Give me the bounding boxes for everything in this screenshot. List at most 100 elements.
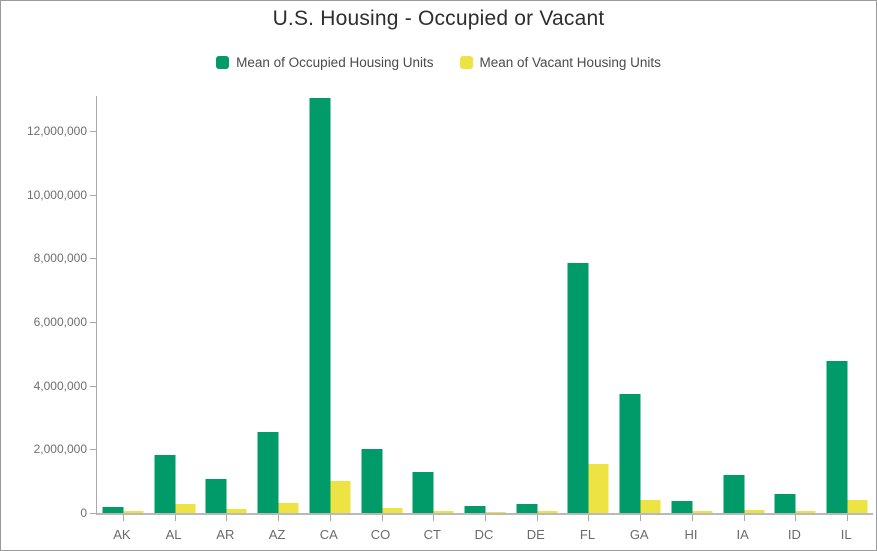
bar-occupied-az[interactable] bbox=[257, 432, 279, 513]
category-slot-id bbox=[770, 96, 822, 521]
x-tick-label: IA bbox=[736, 527, 749, 542]
category-slot-ar bbox=[200, 96, 252, 521]
x-tick bbox=[847, 515, 849, 521]
bar-occupied-de[interactable] bbox=[516, 504, 538, 513]
bar-vacant-hi[interactable] bbox=[692, 511, 713, 513]
x-tick-label: CO bbox=[370, 527, 391, 542]
bar-occupied-ct[interactable] bbox=[412, 471, 434, 513]
x-tick-label: FL bbox=[579, 527, 596, 542]
x-tick bbox=[795, 515, 797, 521]
category-slot-ga bbox=[614, 96, 666, 521]
bar-vacant-ga[interactable] bbox=[640, 500, 661, 513]
x-tick bbox=[381, 515, 383, 521]
x-tick bbox=[329, 515, 331, 521]
bar-occupied-ak[interactable] bbox=[102, 507, 124, 513]
x-tick bbox=[226, 515, 228, 521]
legend-swatch-vacant-icon bbox=[459, 56, 473, 69]
bar-pair bbox=[412, 471, 454, 513]
x-tick bbox=[433, 515, 435, 521]
bar-pair bbox=[205, 479, 247, 513]
category-slot-fl bbox=[563, 96, 615, 521]
category-slot-az bbox=[252, 96, 304, 521]
bar-vacant-dc[interactable] bbox=[485, 512, 506, 513]
bar-pair bbox=[464, 506, 506, 513]
x-tick-label: AL bbox=[165, 527, 182, 542]
plot-area bbox=[96, 96, 873, 521]
x-tick-label: IL bbox=[840, 527, 852, 542]
category-slot-il bbox=[821, 96, 873, 521]
legend-item-occupied[interactable]: Mean of Occupied Housing Units bbox=[216, 55, 434, 70]
bar-occupied-dc[interactable] bbox=[464, 506, 486, 513]
bar-pair bbox=[102, 507, 144, 513]
category-slot-co bbox=[356, 96, 408, 521]
x-tick bbox=[743, 515, 745, 521]
bar-occupied-fl[interactable] bbox=[567, 262, 589, 513]
bar-occupied-ca[interactable] bbox=[309, 97, 331, 513]
category-slot-ca bbox=[304, 96, 356, 521]
bar-occupied-ar[interactable] bbox=[205, 479, 227, 513]
bar-vacant-ct[interactable] bbox=[433, 510, 454, 513]
bar-occupied-id[interactable] bbox=[774, 493, 796, 513]
bar-occupied-il[interactable] bbox=[826, 360, 848, 513]
x-tick-label: CT bbox=[423, 527, 441, 542]
category-slot-al bbox=[149, 96, 201, 521]
y-tick-label: 4,000,000 bbox=[33, 378, 87, 393]
y-tick bbox=[90, 322, 96, 323]
x-tick-label: DC bbox=[474, 527, 494, 542]
bar-occupied-co[interactable] bbox=[361, 448, 383, 513]
x-tick-label: HI bbox=[684, 527, 698, 542]
bar-pair bbox=[567, 262, 609, 513]
bar-vacant-az[interactable] bbox=[278, 503, 299, 513]
x-tick bbox=[122, 515, 124, 521]
bar-pair bbox=[257, 432, 299, 513]
bar-vacant-ak[interactable] bbox=[123, 511, 144, 513]
category-slot-dc bbox=[459, 96, 511, 521]
bar-vacant-ca[interactable] bbox=[330, 480, 351, 513]
bar-occupied-al[interactable] bbox=[154, 455, 176, 513]
chart-title: U.S. Housing - Occupied or Vacant bbox=[272, 7, 605, 30]
bar-vacant-ia[interactable] bbox=[744, 509, 765, 513]
legend-label-occupied: Mean of Occupied Housing Units bbox=[236, 55, 434, 70]
bar-vacant-de[interactable] bbox=[537, 511, 558, 513]
x-tick-label: AK bbox=[113, 527, 131, 542]
x-axis-labels: AK AL AR AZ CA CO CT DC DE FL GA HI IA ID IL bbox=[96, 527, 872, 542]
y-tick-label: 6,000,000 bbox=[33, 315, 87, 329]
x-tick bbox=[485, 515, 486, 521]
bar-vacant-id[interactable] bbox=[795, 511, 816, 513]
category-slot-ia bbox=[718, 96, 770, 521]
bar-vacant-ar[interactable] bbox=[226, 509, 247, 513]
y-tick bbox=[90, 258, 96, 260]
bar-vacant-fl[interactable] bbox=[588, 464, 609, 513]
bar-pair bbox=[361, 448, 403, 513]
x-tick-label: AR bbox=[216, 527, 235, 542]
bar-occupied-hi[interactable] bbox=[671, 500, 693, 513]
y-tick-label: 8,000,000 bbox=[33, 251, 87, 266]
bar-vacant-il[interactable] bbox=[847, 500, 868, 513]
bar-occupied-ga[interactable] bbox=[619, 393, 641, 513]
legend-label-vacant: Mean of Vacant Housing Units bbox=[479, 55, 661, 70]
category-slot-hi bbox=[666, 96, 718, 521]
bar-vacant-co[interactable] bbox=[382, 507, 403, 513]
bar-vacant-al[interactable] bbox=[175, 503, 196, 513]
x-tick-label: ID bbox=[787, 527, 801, 542]
y-tick-label: 12,000,000 bbox=[26, 124, 87, 138]
bar-pair bbox=[774, 493, 816, 513]
bar-pair bbox=[309, 97, 351, 513]
bar-pair bbox=[619, 393, 661, 513]
x-tick bbox=[640, 515, 642, 521]
bar-pair bbox=[154, 455, 196, 513]
bar-occupied-ia[interactable] bbox=[723, 474, 745, 513]
bar-pair bbox=[723, 474, 765, 513]
x-tick bbox=[691, 515, 693, 521]
y-tick bbox=[90, 131, 96, 132]
x-tick bbox=[588, 515, 590, 521]
legend-item-vacant[interactable]: Mean of Vacant Housing Units bbox=[459, 55, 661, 70]
category-slot-ct bbox=[407, 96, 459, 521]
category-slot-de bbox=[511, 96, 563, 521]
x-tick-label: GA bbox=[629, 527, 649, 542]
x-tick bbox=[278, 515, 280, 521]
x-tick-label: DE bbox=[526, 527, 545, 542]
x-tick bbox=[536, 515, 538, 521]
x-tick bbox=[174, 515, 176, 521]
